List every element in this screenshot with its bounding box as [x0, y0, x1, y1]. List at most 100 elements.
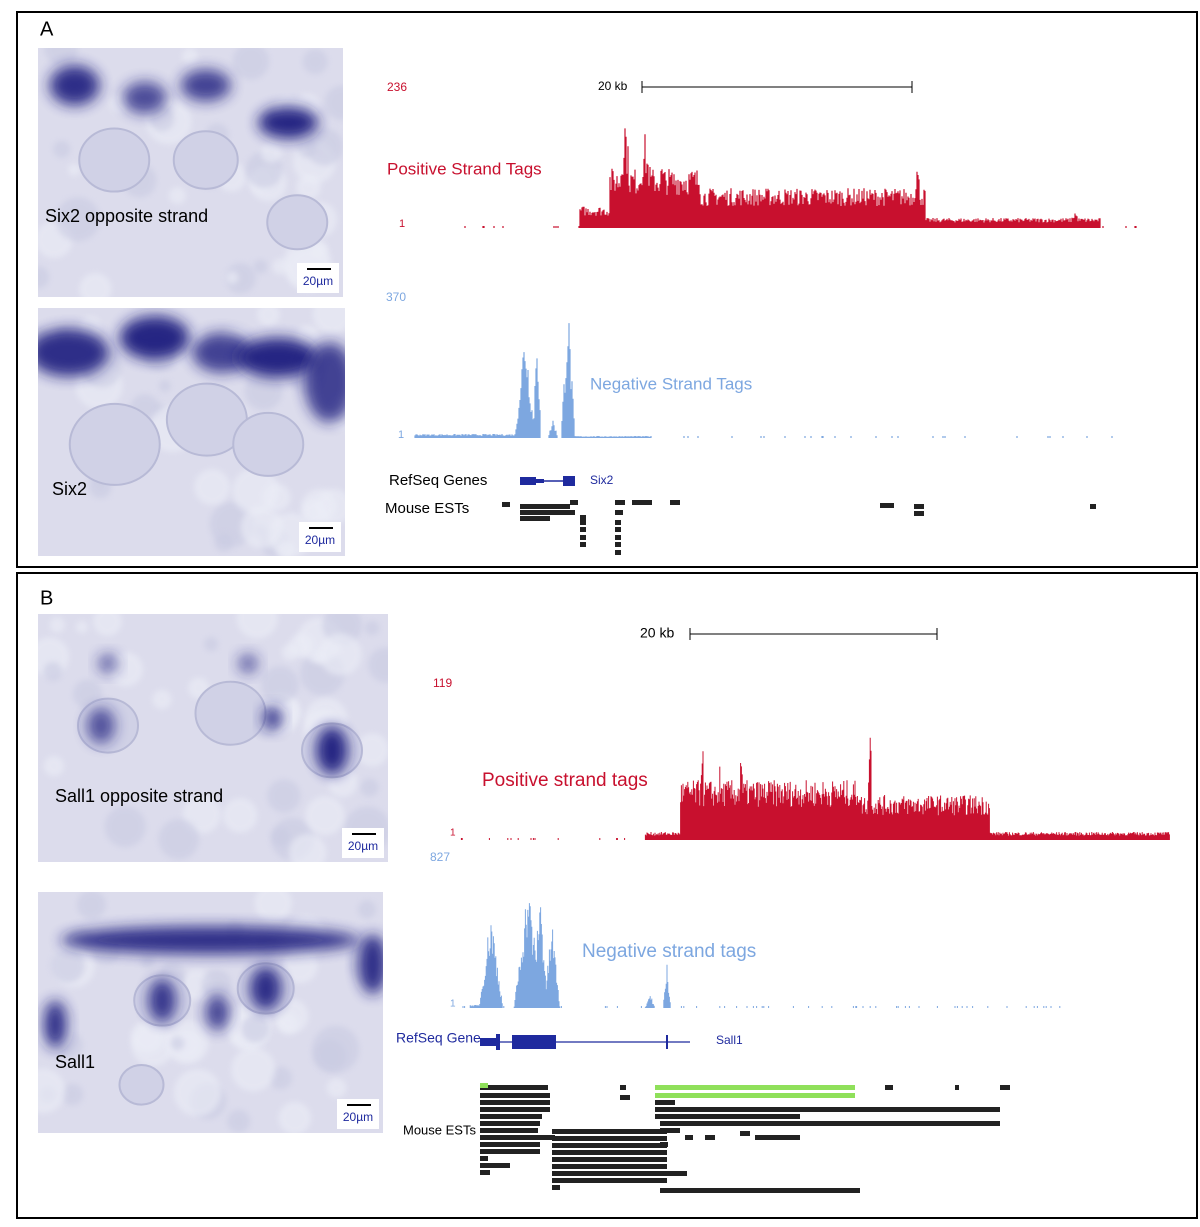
est: [755, 1135, 800, 1140]
texture: [324, 85, 343, 121]
texture: [326, 1078, 347, 1098]
est: [520, 510, 575, 515]
est: [520, 516, 550, 521]
texture: [260, 142, 282, 163]
texture: [104, 806, 146, 848]
est: [660, 1188, 860, 1193]
tubule: [266, 194, 329, 251]
image-caption: Six2 opposite strand: [45, 206, 208, 226]
texture: [261, 665, 299, 704]
stain: [60, 926, 361, 955]
texture: [283, 948, 318, 984]
est: [615, 527, 621, 532]
est: [580, 527, 586, 532]
est: [552, 1150, 667, 1155]
est: [615, 550, 621, 555]
est: [615, 510, 623, 515]
track-min: 1: [450, 828, 456, 839]
texture: [232, 467, 279, 515]
est: [615, 500, 625, 505]
panel-frame: [16, 11, 1198, 568]
texture: [302, 49, 328, 75]
texture: [281, 644, 299, 661]
stain: [358, 934, 383, 995]
est: [480, 1114, 542, 1119]
texture: [357, 900, 377, 919]
stain: [43, 1000, 68, 1049]
track-label: Mouse ESTs: [385, 500, 469, 517]
texture: [278, 1101, 312, 1133]
est: [480, 1156, 488, 1161]
track-label: Negative Strand Tags: [590, 374, 752, 393]
est: [480, 1083, 488, 1088]
stain: [180, 69, 231, 102]
est: [480, 1085, 548, 1090]
scale-text: 20µm: [305, 533, 335, 547]
est: [670, 500, 680, 505]
texture: [236, 614, 278, 639]
est: [885, 1085, 893, 1090]
est: [480, 1142, 540, 1147]
texture: [170, 1036, 185, 1051]
texture: [214, 533, 234, 553]
est: [480, 1100, 550, 1105]
track-label: RefSeq Genes: [389, 472, 487, 489]
texture: [38, 266, 50, 289]
est: [552, 1157, 667, 1162]
coverage: [460, 737, 1170, 840]
texture: [168, 187, 186, 205]
texture: [152, 689, 172, 710]
est: [914, 504, 924, 509]
gene-exon: [520, 477, 536, 485]
track-label: Negative strand tags: [582, 941, 756, 962]
texture: [312, 1025, 360, 1073]
tubule: [232, 411, 305, 477]
texture: [267, 779, 301, 813]
est: [1000, 1085, 1010, 1090]
texture: [257, 308, 280, 326]
est: [570, 500, 578, 505]
est: [655, 1085, 855, 1090]
texture: [241, 1014, 270, 1043]
stain: [122, 81, 167, 114]
est: [955, 1085, 959, 1090]
track-max: 119: [433, 676, 452, 690]
micrograph: Six2 opposite strand 20µm: [38, 48, 343, 297]
texture: [240, 506, 284, 549]
micrograph-content: [38, 308, 345, 556]
texture: [75, 620, 88, 633]
est: [520, 504, 570, 509]
texture: [232, 48, 270, 80]
gene-exon: [512, 1035, 556, 1049]
texture: [203, 637, 219, 652]
texture: [50, 948, 85, 983]
est: [655, 1107, 1000, 1112]
est: [685, 1135, 693, 1140]
stain: [249, 966, 282, 1011]
est: [552, 1143, 667, 1148]
texture: [319, 633, 362, 676]
est: [480, 1093, 550, 1098]
tubule: [78, 127, 151, 193]
texture: [360, 778, 379, 797]
texture: [364, 620, 380, 636]
est: [615, 520, 621, 525]
stain: [262, 706, 283, 731]
texture: [277, 540, 295, 556]
stain: [98, 653, 118, 674]
stain: [87, 707, 115, 744]
micrograph: Sall1 opposite strand 20µm: [38, 614, 388, 862]
est: [502, 502, 510, 507]
scale-text: 20µm: [303, 274, 333, 288]
track-min: 1: [398, 429, 404, 441]
track-max: 827: [430, 850, 450, 864]
micrograph-content: [38, 892, 383, 1133]
gene-name: Sall1: [716, 1033, 743, 1047]
est: [740, 1131, 750, 1136]
micrograph-content: [38, 48, 343, 297]
texture: [158, 379, 171, 393]
texture: [201, 969, 232, 1000]
est: [480, 1107, 550, 1112]
texture: [131, 1023, 175, 1067]
track-label: Positive Strand Tags: [387, 159, 542, 178]
